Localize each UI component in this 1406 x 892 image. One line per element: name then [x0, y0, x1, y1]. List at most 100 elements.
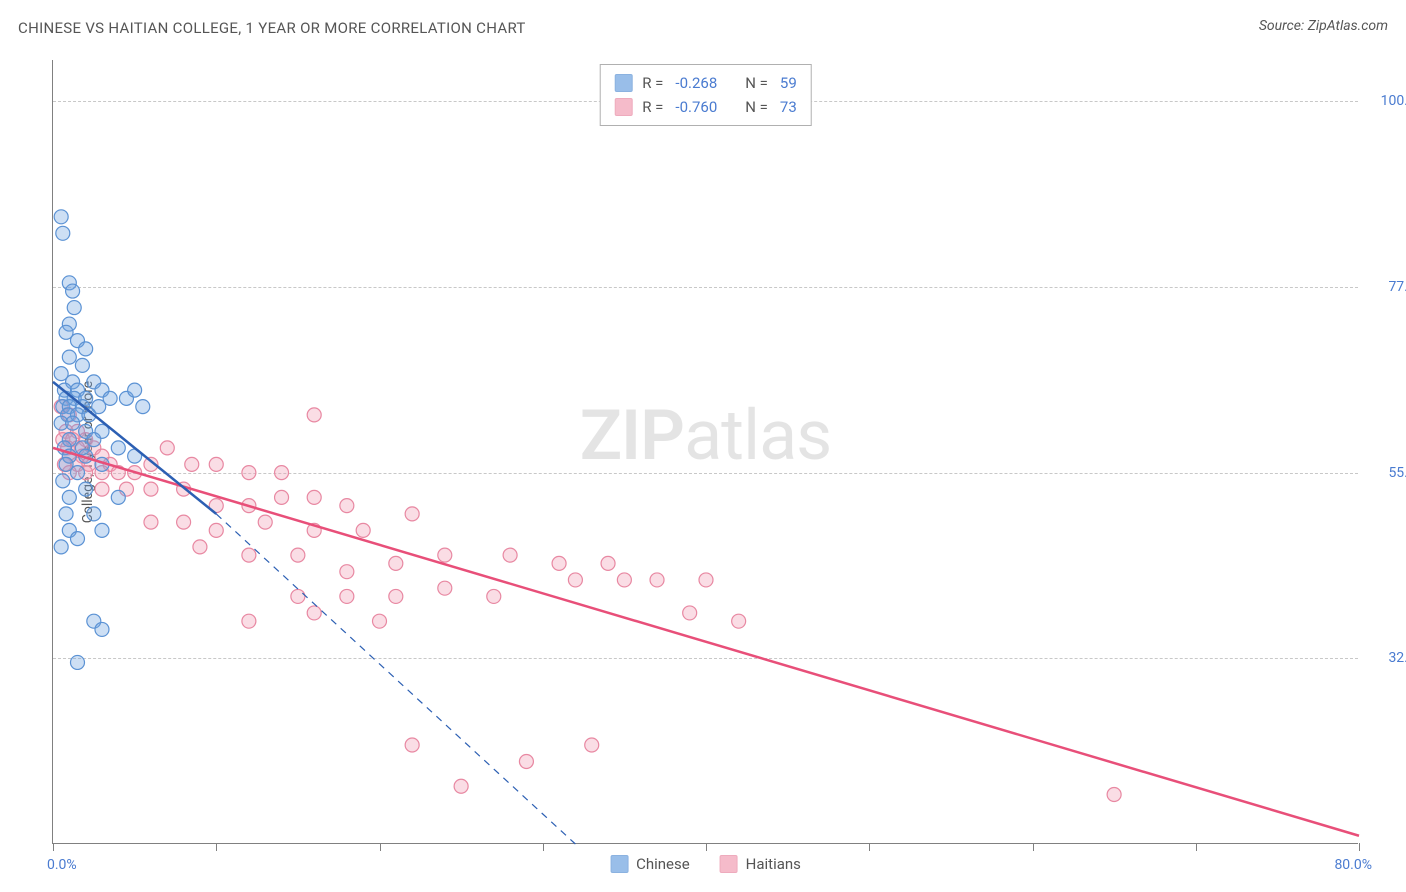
scatter-point	[62, 490, 76, 504]
scatter-point	[601, 556, 615, 570]
scatter-point	[70, 655, 84, 669]
scatter-point	[160, 441, 174, 455]
scatter-point	[405, 738, 419, 752]
scatter-point	[79, 482, 93, 496]
scatter-point	[1107, 787, 1121, 801]
x-tick	[1359, 843, 1360, 851]
scatter-point	[438, 581, 452, 595]
scatter-point	[209, 523, 223, 537]
legend-item-haitians: Haitians	[720, 855, 801, 873]
scatter-point	[70, 532, 84, 546]
scatter-point	[291, 548, 305, 562]
scatter-point	[454, 779, 468, 793]
scatter-point	[389, 556, 403, 570]
scatter-point	[699, 573, 713, 587]
scatter-point	[242, 466, 256, 480]
scatter-point	[275, 490, 289, 504]
scatter-point	[438, 548, 452, 562]
scatter-point	[54, 210, 68, 224]
scatter-point	[75, 358, 89, 372]
legend-label-chinese: Chinese	[636, 855, 690, 873]
r-label-chinese: R =	[642, 71, 663, 95]
scatter-point	[389, 589, 403, 603]
scatter-point	[405, 507, 419, 521]
series-legend: Chinese Haitians	[610, 855, 801, 873]
source-prefix: Source:	[1259, 18, 1304, 34]
swatch-chinese	[614, 74, 632, 92]
n-label-haitians: N =	[745, 95, 768, 119]
scatter-point	[585, 738, 599, 752]
x-tick	[53, 843, 54, 851]
scatter-point	[209, 457, 223, 471]
swatch-haitians	[614, 98, 632, 116]
x-axis-max-label: 80.0%	[1334, 857, 1372, 873]
scatter-point	[275, 466, 289, 480]
scatter-point	[683, 606, 697, 620]
scatter-point	[59, 507, 73, 521]
r-value-chinese: -0.268	[675, 71, 717, 95]
n-value-chinese: 59	[780, 71, 797, 95]
scatter-point	[95, 482, 109, 496]
r-value-haitians: -0.760	[675, 95, 717, 119]
scatter-point	[87, 507, 101, 521]
x-axis-min-label: 0.0%	[47, 857, 77, 873]
scatter-point	[62, 350, 76, 364]
plot-area: ZIPatlas College, 1 year or more 100.0%7…	[52, 60, 1358, 844]
correlation-row-haitians: R = -0.760 N = 73	[614, 95, 797, 119]
regression-line	[53, 448, 1359, 836]
scatter-point	[136, 400, 150, 414]
y-tick-label: 32.5%	[1366, 650, 1406, 666]
n-label-chinese: N =	[745, 71, 768, 95]
x-tick	[216, 843, 217, 851]
scatter-point	[503, 548, 517, 562]
legend-label-haitians: Haitians	[746, 855, 801, 873]
legend-swatch-haitians	[720, 855, 738, 873]
scatter-point	[650, 573, 664, 587]
scatter-point	[95, 622, 109, 636]
source-name: ZipAtlas.com	[1308, 18, 1388, 34]
x-tick	[706, 843, 707, 851]
y-tick-label: 55.0%	[1366, 465, 1406, 481]
chart-title: CHINESE VS HAITIAN COLLEGE, 1 YEAR OR MO…	[18, 19, 526, 37]
scatter-point	[732, 614, 746, 628]
scatter-point	[307, 408, 321, 422]
scatter-point	[54, 540, 68, 554]
scatter-point	[519, 754, 533, 768]
scatter-svg	[53, 60, 1359, 844]
scatter-point	[193, 540, 207, 554]
scatter-point	[79, 342, 93, 356]
scatter-point	[66, 284, 80, 298]
scatter-point	[258, 515, 272, 529]
source-credit: Source: ZipAtlas.com	[1259, 18, 1388, 34]
scatter-point	[67, 301, 81, 315]
x-tick	[1033, 843, 1034, 851]
x-tick	[1196, 843, 1197, 851]
scatter-point	[95, 523, 109, 537]
chart-header: CHINESE VS HAITIAN COLLEGE, 1 YEAR OR MO…	[18, 18, 1388, 48]
scatter-point	[56, 474, 70, 488]
x-tick	[869, 843, 870, 851]
scatter-point	[340, 565, 354, 579]
scatter-point	[617, 573, 631, 587]
scatter-point	[177, 515, 191, 529]
scatter-point	[144, 482, 158, 496]
scatter-point	[185, 457, 199, 471]
correlation-row-chinese: R = -0.268 N = 59	[614, 71, 797, 95]
n-value-haitians: 73	[780, 95, 797, 119]
scatter-point	[111, 490, 125, 504]
scatter-point	[66, 416, 80, 430]
scatter-point	[128, 383, 142, 397]
scatter-point	[291, 589, 305, 603]
scatter-point	[242, 548, 256, 562]
scatter-point	[373, 614, 387, 628]
x-tick	[543, 843, 544, 851]
correlation-legend: R = -0.268 N = 59 R = -0.760 N = 73	[599, 64, 812, 126]
scatter-point	[144, 515, 158, 529]
scatter-point	[70, 466, 84, 480]
y-tick-label: 77.5%	[1366, 279, 1406, 295]
scatter-point	[307, 606, 321, 620]
scatter-point	[552, 556, 566, 570]
scatter-point	[568, 573, 582, 587]
r-label-haitians: R =	[642, 95, 663, 119]
scatter-point	[487, 589, 501, 603]
